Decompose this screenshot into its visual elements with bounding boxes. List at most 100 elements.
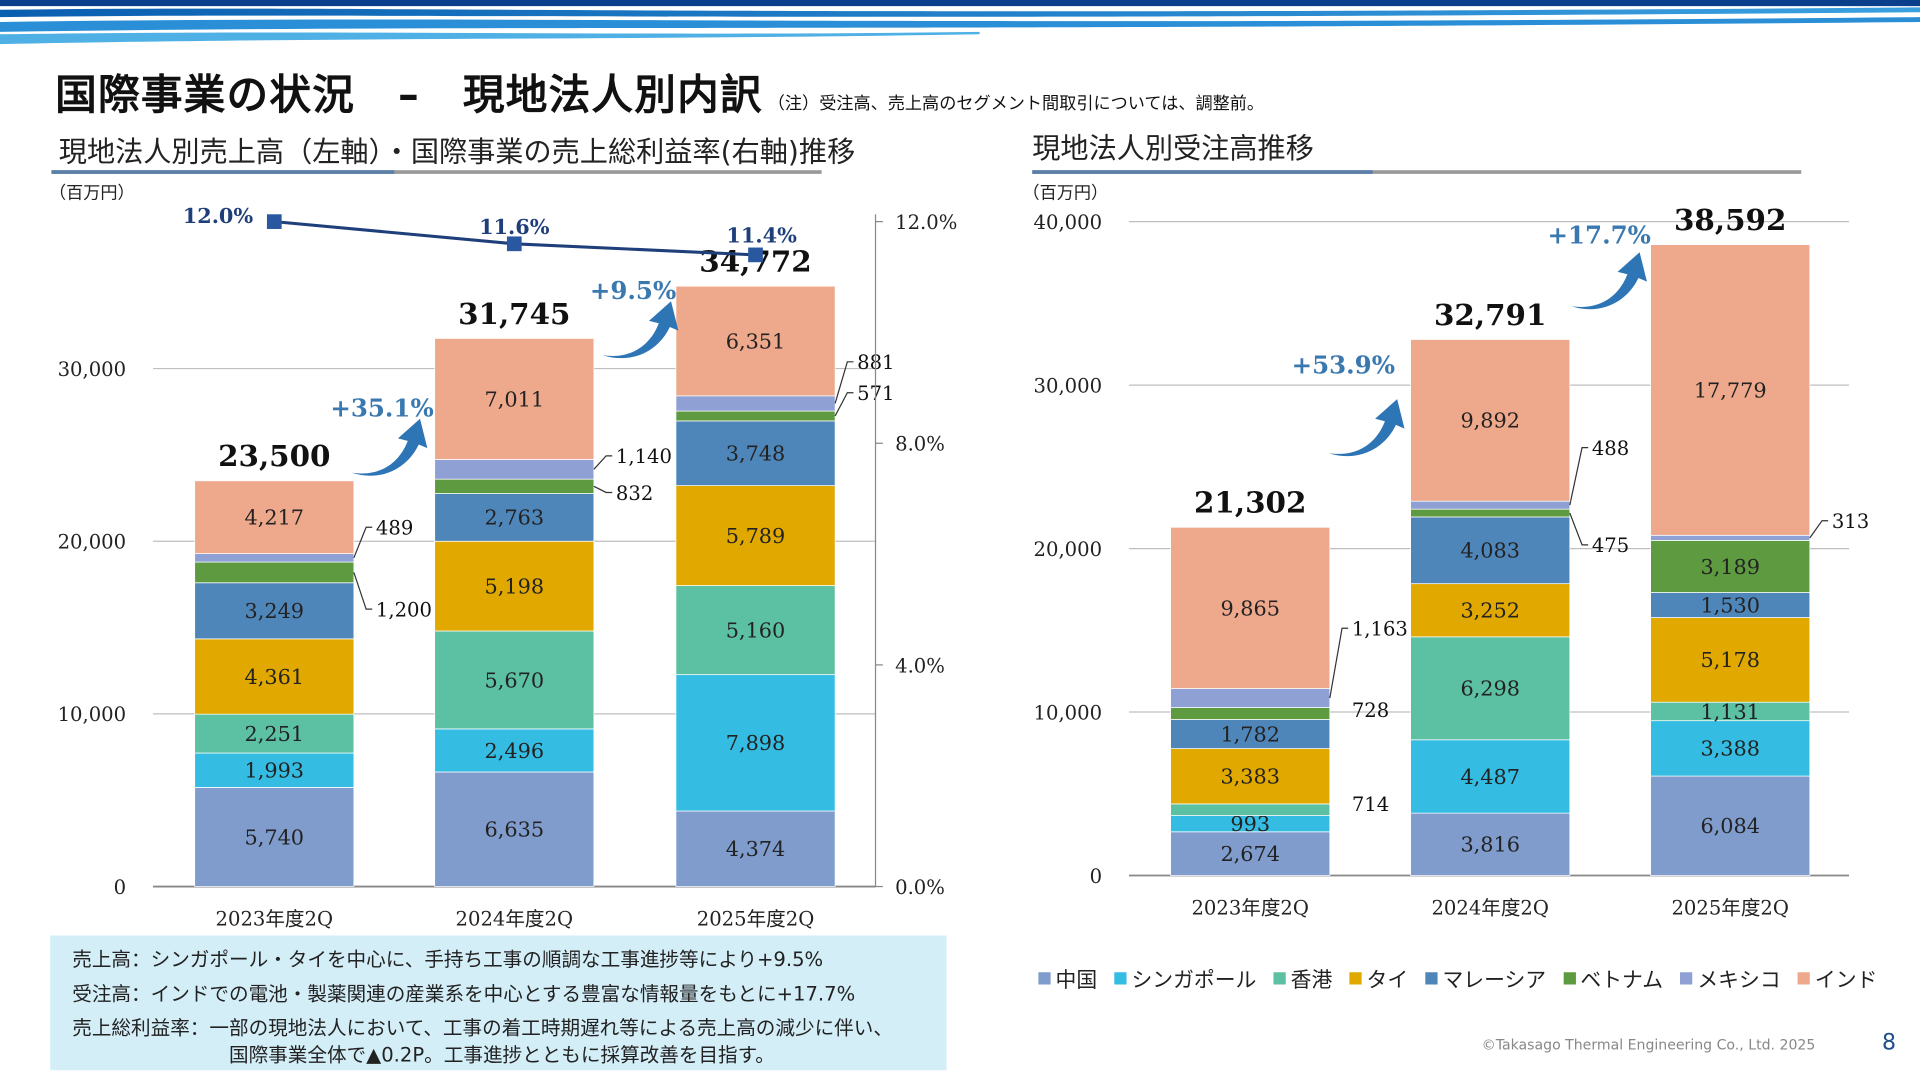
bar-segment-中国 — [675, 810, 836, 887]
data-label: 489 — [376, 517, 413, 540]
legend-label: 香港 — [1290, 968, 1333, 994]
data-label: 1,782 — [1220, 722, 1280, 746]
data-label: 1,131 — [1700, 700, 1760, 724]
data-label: 5,789 — [726, 524, 786, 548]
data-label: 1,530 — [1700, 593, 1760, 617]
bar-segment-タイ — [194, 638, 355, 715]
x-tick-label: 2025年度2Q — [1671, 897, 1789, 920]
bar-segment-マレーシア — [434, 493, 595, 542]
leader-line — [593, 485, 613, 494]
bar-segment-マレーシア — [1170, 719, 1331, 749]
bar-segment-メキシコ — [1650, 534, 1811, 541]
page-number: 8 — [1882, 1029, 1897, 1056]
legend-swatch — [1425, 971, 1438, 984]
bar-segment-中国 — [194, 787, 355, 887]
data-label: 714 — [1352, 793, 1389, 816]
data-label: 2,251 — [245, 722, 305, 746]
summary-notes-box: 売上高：シンガポール・タイを中心に、手持ち工事の順調な工事進捗等により+9.5%… — [50, 935, 947, 1071]
leader-line — [593, 455, 613, 470]
data-label: 3,748 — [726, 442, 786, 466]
data-label: 488 — [1592, 437, 1629, 460]
legend-item-6: メキシコ — [1680, 962, 1781, 993]
legend-item-3: タイ — [1349, 962, 1408, 993]
data-label: 2,496 — [485, 739, 545, 763]
bar-segment-インド — [675, 285, 836, 397]
margin-label: 11.6% — [479, 214, 550, 239]
leader-line — [353, 572, 373, 610]
data-label: 313 — [1832, 510, 1869, 533]
bar-segment-タイ — [675, 485, 836, 586]
data-label: 5,670 — [485, 668, 545, 692]
y-tick-label: 40,000 — [1034, 211, 1103, 234]
bar-segment-インド — [1410, 339, 1571, 502]
sales-chart: 0 10,000 20,000 30,000 5,740 1,993 2,251 4,361 3… — [58, 203, 958, 931]
y-tick-label: 30,000 — [1034, 374, 1103, 397]
bar-segment-タイ — [434, 540, 595, 632]
y2-tick-label: 4.0% — [895, 654, 945, 677]
total-label: 23,500 — [218, 438, 330, 473]
legend-swatch — [1038, 971, 1051, 984]
bar-segment-香港 — [675, 585, 836, 676]
bar-segment-シンガポール — [434, 728, 595, 773]
data-label: 4,374 — [726, 837, 786, 861]
data-label: 3,816 — [1460, 833, 1520, 857]
legend-swatch — [1349, 971, 1362, 984]
total-label: 32,791 — [1434, 297, 1546, 332]
x-tick-label: 2024年度2Q — [456, 908, 574, 931]
leader-line — [1329, 627, 1349, 699]
margin-label: 12.0% — [183, 203, 254, 228]
bar-segment-シンガポール — [675, 674, 836, 812]
data-label: 3,383 — [1220, 765, 1280, 789]
right-chart-subtitle: 現地法人別受注高推移 — [1032, 133, 1314, 166]
data-label: 832 — [616, 482, 653, 505]
total-label: 38,592 — [1674, 202, 1786, 237]
orders-chart: 0 10,000 20,000 30,000 40,000 2,674 993 714 3,38… — [1034, 202, 1870, 920]
growth-label: +35.1% — [330, 393, 433, 422]
copyright: ©Takasago Thermal Engineering Co., Ltd. … — [1481, 1035, 1816, 1054]
bar-segment-インド — [194, 480, 355, 554]
data-label: 5,160 — [726, 618, 786, 642]
legend-item-1: シンガポール — [1114, 962, 1256, 993]
right-unit-label: （百万円） — [1022, 183, 1109, 204]
bar-segment-シンガポール — [1410, 739, 1571, 814]
data-label: 7,011 — [485, 387, 545, 411]
legend-item-5: ベトナム — [1563, 962, 1663, 993]
header-wave-banner — [0, 0, 1920, 45]
growth-arrow-icon — [1571, 252, 1647, 310]
note-margin: 売上総利益率：一部の現地法人において、工事の着工時期遅れ等による売上高の減少に伴… — [72, 1016, 893, 1040]
growth-arrow-icon — [351, 418, 428, 476]
y2-tick-label: 0.0% — [895, 876, 945, 899]
bar-segment-中国 — [1410, 812, 1571, 876]
growth-label: +17.7% — [1548, 221, 1651, 250]
legend-label: ベトナム — [1580, 968, 1664, 994]
legend-swatch — [1797, 971, 1811, 984]
bar-segment-シンガポール — [194, 752, 355, 788]
x-tick-label: 2024年度2Q — [1431, 897, 1549, 920]
margin-marker — [748, 247, 763, 263]
growth-arrow-icon — [602, 301, 679, 359]
growth-label: +9.5% — [590, 276, 676, 305]
bar-segment-マレーシア — [675, 420, 836, 486]
bar-segment-香港 — [194, 713, 355, 754]
leader-line — [834, 392, 854, 417]
data-label: 17,779 — [1694, 378, 1767, 402]
y-tick-label: 10,000 — [1034, 701, 1103, 724]
y-tick-label: 10,000 — [58, 703, 127, 726]
x-tick-label: 2023年度2Q — [216, 908, 334, 931]
legend-label: 中国 — [1055, 968, 1098, 994]
y2-tick-label: 12.0% — [895, 211, 957, 234]
data-label: 5,740 — [245, 825, 305, 849]
margin-marker — [266, 214, 282, 229]
bar-segment-中国 — [434, 771, 595, 887]
left-unit-label: （百万円） — [48, 183, 135, 204]
data-label: 728 — [1352, 699, 1389, 722]
bar-segment-ベトナム — [1410, 508, 1571, 518]
data-label: 2,674 — [1220, 842, 1280, 866]
leader-line — [353, 526, 373, 559]
legend: 中国 シンガポール 香港 タイ マレーシア ベトナム メキシコ インド — [1038, 962, 1877, 993]
data-label: 4,217 — [245, 506, 305, 530]
growth-arrow-icon — [1328, 399, 1405, 457]
bar-segment-タイ — [1410, 583, 1571, 638]
bar-segment-タイ — [1170, 748, 1331, 805]
leader-line — [834, 361, 854, 404]
